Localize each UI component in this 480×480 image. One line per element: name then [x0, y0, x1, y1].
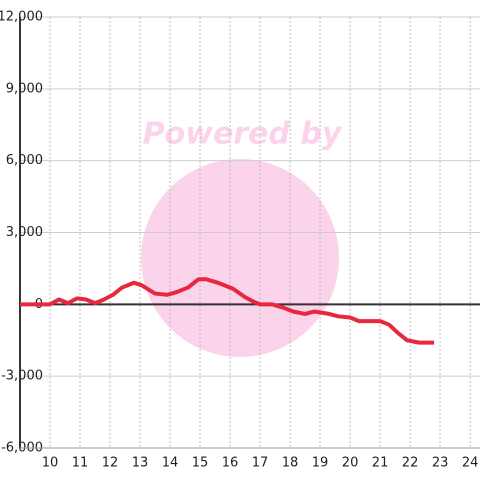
x-tick-label: 16 [222, 456, 239, 471]
y-tick-label: 6,000 [6, 153, 43, 168]
line-series [20, 277, 435, 345]
x-tick-label: 15 [192, 456, 209, 471]
y-tick-label: 3,000 [6, 225, 43, 240]
x-tick-label: 17 [252, 456, 269, 471]
watermark: Powered by [143, 117, 343, 152]
x-tick-label: 13 [132, 456, 149, 471]
x-tick-label: 20 [342, 456, 359, 471]
x-tick-label: 24 [462, 456, 479, 471]
x-tick-label: 14 [162, 456, 179, 471]
x-tick-label: 22 [402, 456, 419, 471]
x-tick-label: 21 [372, 456, 389, 471]
x-tick-label: 18 [282, 456, 299, 471]
x-tick-label: 11 [72, 456, 89, 471]
x-tick-label: 19 [312, 456, 329, 471]
x-tick-label: 23 [432, 456, 449, 471]
y-tick-label: -3,000 [1, 369, 43, 384]
x-tick-label: 10 [42, 456, 59, 471]
watermark-logo [141, 159, 339, 357]
y-tick-label: 9,000 [6, 81, 43, 96]
x-tick-label: 12 [102, 456, 119, 471]
y-tick-label: 12,000 [0, 10, 43, 25]
